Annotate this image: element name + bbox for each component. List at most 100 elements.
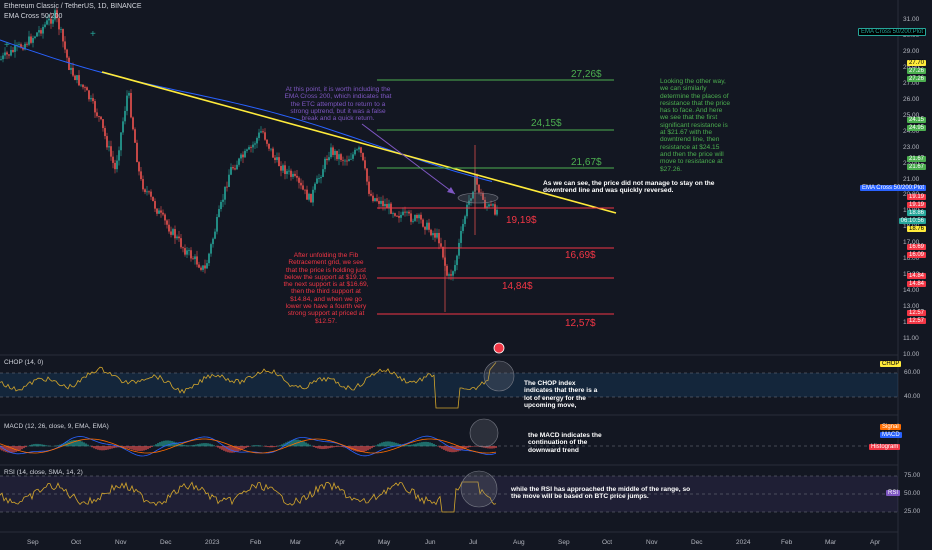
candle-body [212,238,214,245]
macd-bar [41,444,43,447]
macd-bar [489,446,491,449]
macd-bar [405,445,407,447]
macd-bar [123,446,125,448]
candle-body [328,157,330,161]
candle-body [388,203,390,209]
candle-body [350,158,352,160]
candle-body [360,147,362,153]
macd-bar [453,446,455,453]
macd-bar [105,446,107,451]
candle-body [486,206,488,208]
macd-bar [179,443,181,447]
rsi-label[interactable]: RSI (14, close, SMA, 14, 2) [4,469,83,476]
macd-bar [55,445,57,447]
macd-bar [441,446,443,449]
candle-body [464,216,466,225]
candle-body [230,167,232,175]
candle-body [396,215,398,217]
macd-label[interactable]: MACD (12, 26, close, 9, EMA, EMA) [4,423,109,430]
candle-body [52,19,54,24]
candle-body [242,154,244,158]
candle-body [236,164,238,170]
candle-body [174,229,176,239]
macd-bar [101,446,103,451]
candle-body [10,50,12,56]
macd-bar [355,446,357,452]
candle-body [4,52,6,56]
candle-body [374,198,376,202]
time-tick: Dec [160,539,172,546]
candle-body [488,204,490,207]
macd-bar [205,443,207,447]
candle-body [392,213,394,214]
candle-body [270,148,272,150]
macd-bar [439,446,441,448]
macd-bar [175,442,177,447]
macd-bar [209,443,211,447]
candle-body [408,211,410,214]
candle-body [462,224,464,231]
macd-bar [219,446,221,449]
macd-bar [237,446,239,452]
macd-bar [45,445,47,447]
candle-body [280,166,282,171]
candle-body [102,119,104,129]
candle-body [54,10,56,20]
candle-body [214,231,216,239]
candle-body [410,213,412,222]
price-tag-ema-plot: EMA Cross 50/200:Plot [859,185,926,191]
macd-bar [369,446,371,450]
candle-body [272,148,274,158]
macd-bar [373,446,375,447]
macd-bar [71,440,73,447]
macd-bar [351,446,353,451]
candle-body [334,150,336,155]
candle-body [24,43,26,50]
level-label-sup3: 14,84$ [502,281,533,292]
macd-bar [79,440,81,447]
macd-bar [129,446,131,449]
macd-bar [357,446,359,452]
macd-bar [425,441,427,447]
macd-bar [289,440,291,447]
macd-highlight [469,418,499,448]
macd-bar [335,446,337,447]
macd-bar [341,446,343,447]
macd-bar [431,443,433,447]
price-tick: 17.00 [903,239,920,247]
candle-body [372,195,374,202]
macd-bar [309,444,311,447]
macd-bar [261,445,263,447]
indicator-label[interactable]: EMA Cross 50/200 [4,13,63,20]
time-tick: Jun [425,539,436,546]
candle-body [186,250,188,255]
macd-bar [303,441,305,447]
price-tick: 24.00 [903,127,920,135]
candle-body [180,238,182,248]
candle-body [72,67,74,76]
candle-body [422,219,424,227]
macd-bar [167,440,169,447]
candle-body [432,233,434,236]
time-tick: Feb [781,539,793,546]
candle-body [18,44,20,46]
macd-signal-tag: Signal [880,424,901,430]
macd-bar [417,443,419,447]
candle-body [88,90,90,100]
candle-body [244,150,246,158]
candle-body [352,154,354,159]
time-tick: Apr [335,539,346,546]
chop-label[interactable]: CHOP (14, 0) [4,359,44,366]
macd-bar [145,446,147,450]
candle-body [228,174,230,187]
macd-bar [365,446,367,452]
price-tick: 10.00 [903,351,920,358]
candle-body [298,177,300,183]
candle-body [198,264,200,268]
macd-bar [493,446,495,449]
candle-body [248,147,250,150]
macd-bar [471,446,473,447]
symbol-title[interactable]: Ethereum Classic / TetherUS, 1D, BINANCE [4,3,142,10]
candle-body [382,200,384,207]
